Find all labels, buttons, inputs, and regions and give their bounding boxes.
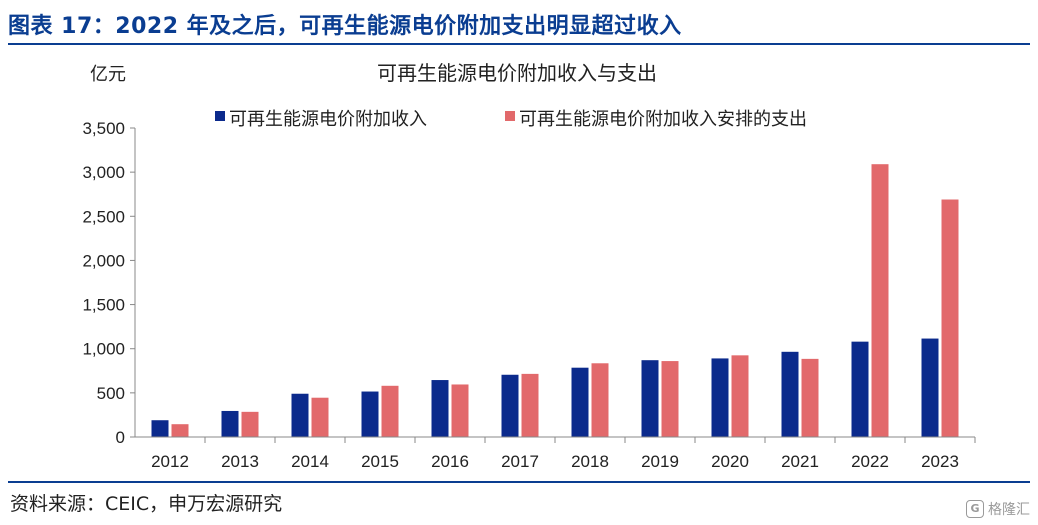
y-tick-label: 2,500: [82, 207, 125, 226]
expense-bar: [451, 384, 469, 437]
expense-bar: [381, 385, 399, 437]
income-bar: [711, 358, 729, 437]
top-rule: [8, 43, 1030, 45]
expense-bar: [591, 363, 609, 437]
income-bar: [571, 367, 589, 437]
x-tick-label: 2014: [291, 452, 329, 471]
x-tick-label: 2019: [641, 452, 679, 471]
income-bar: [851, 341, 869, 437]
bottom-rule: [8, 481, 1030, 483]
expense-bar: [521, 373, 539, 437]
expense-bar: [871, 164, 889, 437]
x-tick-label: 2023: [921, 452, 959, 471]
x-axis: 2012 2013 2014 2015 2016 2017 2018 2019 2020 2021…: [135, 436, 976, 471]
watermark-logo-icon: G: [966, 500, 984, 518]
expense-bar: [801, 358, 819, 437]
income-bar: [501, 374, 519, 437]
x-tick-label: 2012: [151, 452, 189, 471]
expense-bar: [241, 411, 259, 437]
y-tick-label: 2,000: [82, 251, 125, 270]
income-bar: [361, 391, 379, 437]
x-tick-label: 2021: [781, 452, 819, 471]
y-axis-unit: 亿元: [90, 64, 126, 85]
x-tick-label: 2015: [361, 452, 399, 471]
income-bar: [291, 393, 309, 437]
income-bar: [641, 360, 659, 437]
figure-title: 图表 17：2022 年及之后，可再生能源电价附加支出明显超过收入: [8, 14, 682, 39]
expense-bar: [661, 361, 679, 437]
watermark-text: 格隆汇: [988, 502, 1030, 518]
y-tick-label: 3,500: [82, 119, 125, 138]
expense-bar: [311, 397, 329, 437]
x-tick-label: 2020: [711, 452, 749, 471]
x-tick-label: 2022: [851, 452, 889, 471]
income-bar: [431, 380, 449, 437]
income-bar: [781, 351, 799, 437]
income-bar: [151, 420, 169, 437]
source-note: 资料来源：CEIC，申万宏源研究: [10, 493, 283, 515]
chart-title: 可再生能源电价附加收入与支出: [377, 61, 657, 85]
expense-bar: [731, 355, 749, 437]
y-tick-label: 1,500: [82, 296, 125, 315]
x-tick-label: 2016: [431, 452, 469, 471]
income-bar: [921, 338, 939, 437]
x-tick-label: 2017: [501, 452, 539, 471]
legend-swatch: [215, 111, 225, 121]
legend-label: 可再生能源电价附加收入: [229, 109, 427, 130]
y-tick-label: 0: [116, 428, 125, 447]
legend: 可再生能源电价附加收入 可再生能源电价附加收入安排的支出: [215, 109, 807, 130]
bars: [151, 164, 959, 437]
legend-label: 可再生能源电价附加收入安排的支出: [519, 109, 807, 130]
y-axis: 0 500 1,000 1,500 2,000 2,500 3,000 3,500: [82, 119, 136, 447]
expense-bar: [171, 424, 189, 437]
income-bar: [221, 410, 239, 437]
y-tick-label: 1,000: [82, 340, 125, 359]
expense-bar: [941, 199, 959, 437]
y-tick-label: 500: [97, 384, 125, 403]
watermark: G 格隆汇: [966, 499, 1030, 519]
legend-swatch: [505, 111, 515, 121]
y-tick-label: 3,000: [82, 163, 125, 182]
x-tick-label: 2018: [571, 452, 609, 471]
x-tick-label: 2013: [221, 452, 259, 471]
